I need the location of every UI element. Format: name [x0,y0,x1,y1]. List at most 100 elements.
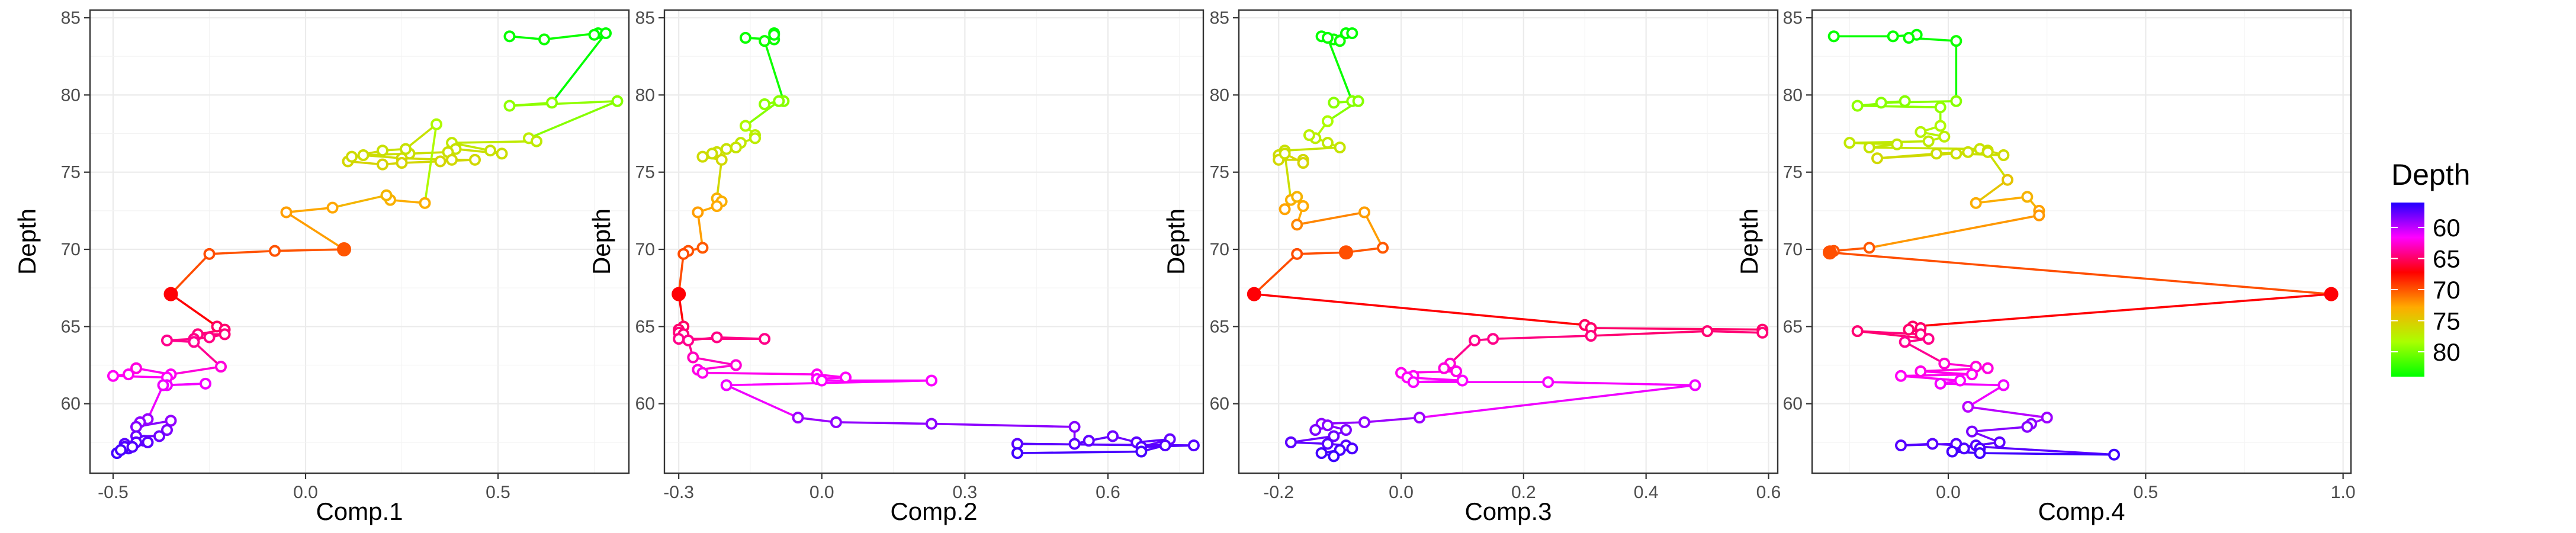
data-point [377,158,388,171]
data-point [280,206,293,219]
path-segment [1939,383,2005,387]
data-point [1756,326,1769,339]
path-segment [715,159,723,200]
data-point [1321,115,1334,127]
y-tick-label: 70 [61,240,81,259]
path-segment [835,421,933,425]
y-tick-label: 60 [61,394,81,414]
legend-tick-label: 70 [2433,276,2461,304]
data-point [1701,325,1714,338]
y-tick-label: 60 [1210,394,1229,414]
path-segment [1326,37,1354,102]
y-tick-label: 65 [635,317,655,336]
path-segment [400,160,442,164]
data-point [123,368,134,381]
path-segment [362,154,403,160]
data-point [1934,120,1947,132]
data-point [396,157,408,169]
data-point [1358,206,1370,219]
data-point [1291,248,1303,260]
legend-title: Depth [2391,158,2470,191]
data-point [1934,101,1947,114]
data-point [165,415,177,427]
data-point [1891,138,1903,150]
path-segment [112,374,168,379]
path-segment [725,379,933,387]
data-point [588,28,600,41]
path-segment [146,384,165,420]
y-tick-label: 70 [1783,240,1803,259]
panel-3: -0.2 0.0 0.2 0.4 0.6 60 65 70 75 80 85 Comp.3 Depth [1162,8,1781,525]
data-point [730,359,742,371]
path-segment [1589,327,1764,331]
data-point [1887,30,1899,43]
data-point-filled [2324,287,2339,301]
data-point [1966,425,1978,438]
data-point-filled [1338,245,1353,260]
path-segment [1253,253,1299,296]
data-point [1542,376,1554,388]
data-point [2021,191,2034,203]
data-point [434,155,447,168]
data-point [1915,126,1927,138]
data-point [1328,450,1340,463]
data-point [2033,209,2045,221]
panel-background [1239,10,1778,473]
legend-tick-label: 75 [2433,307,2461,335]
path-segment [1876,152,1958,160]
data-point [696,150,709,163]
data-point [546,97,558,109]
path-segment [1547,381,1697,387]
data-point [1279,203,1291,216]
x-axis-title: Comp.1 [316,497,403,525]
data-point [1303,129,1315,142]
data-point [1958,442,1970,455]
data-point [720,143,733,155]
x-tick-label: 0.0 [293,483,318,502]
path-segment [1296,251,1347,255]
x-tick-label: 0.0 [1936,483,1961,502]
data-point [1974,447,1986,460]
data-point [142,436,154,448]
path-segment [1589,330,1708,337]
data-point [503,99,516,112]
path-segment [169,293,219,328]
data-point [1291,191,1303,203]
data-point [706,147,718,160]
data-point [715,153,728,166]
path-segment [692,356,737,367]
data-point [696,242,709,254]
data-point [1997,379,2010,391]
path-segment [1283,152,1292,201]
data-point [1279,147,1291,160]
path-segment [404,123,438,150]
data-point [1954,374,1966,387]
data-point [503,30,516,43]
data-point [1585,330,1597,342]
data-point [1321,438,1334,450]
data-point [1334,141,1346,153]
data-point [687,351,699,364]
data-point [739,120,751,132]
legend-tick-label: 65 [2433,245,2461,273]
y-tick-label: 80 [1783,85,1803,105]
data-point [1997,149,2010,162]
data-point [1487,333,1499,345]
path-segment [423,123,438,204]
data-point [682,334,695,346]
data-point [357,149,370,162]
path-segment [1016,450,1143,454]
path-segment [1903,341,1946,365]
x-tick-label: -0.3 [663,483,694,502]
y-tick-label: 65 [61,317,81,336]
data-points [1247,27,1769,463]
data-point [759,35,771,47]
path-segment [930,422,1076,428]
data-point [1689,379,1701,391]
path-segment [1967,384,2005,408]
data-point [1922,135,1935,147]
data-point [2041,412,2053,424]
data-point [1922,333,1935,345]
data-point [2108,448,2120,461]
data-point [1456,374,1469,387]
